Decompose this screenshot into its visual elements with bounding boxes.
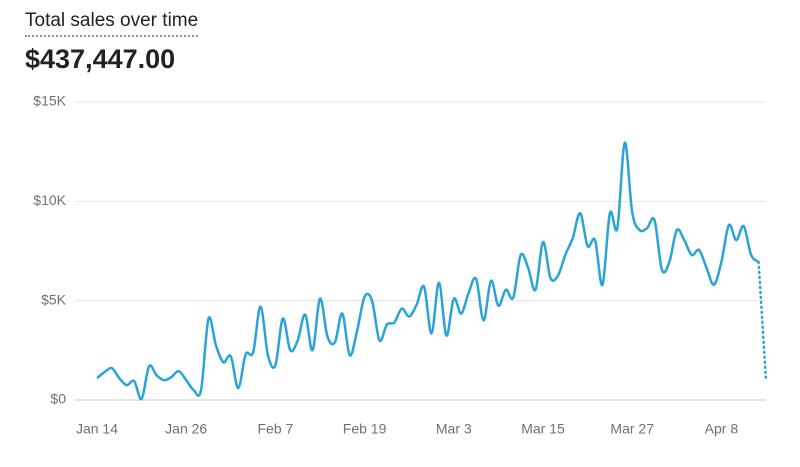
x-tick-label: Jan 26	[165, 421, 207, 437]
y-tick-label: $5K	[41, 291, 67, 307]
x-tick-label: Jan 14	[76, 421, 118, 437]
chart-title[interactable]: Total sales over time	[25, 10, 199, 37]
x-tick-label: Mar 27	[610, 421, 654, 437]
x-tick-label: Mar 15	[521, 421, 565, 437]
y-tick-label: $0	[50, 391, 66, 407]
y-tick-label: $10K	[33, 192, 66, 208]
x-tick-label: Mar 3	[436, 421, 472, 437]
x-tick-label: Apr 8	[705, 421, 739, 437]
x-tick-label: Feb 7	[257, 421, 293, 437]
total-value: $437,447.00	[25, 44, 176, 74]
y-tick-label: $15K	[33, 93, 66, 109]
x-tick-label: Feb 19	[343, 421, 387, 437]
partial-day-line	[757, 260, 768, 382]
sales-line	[96, 141, 760, 401]
